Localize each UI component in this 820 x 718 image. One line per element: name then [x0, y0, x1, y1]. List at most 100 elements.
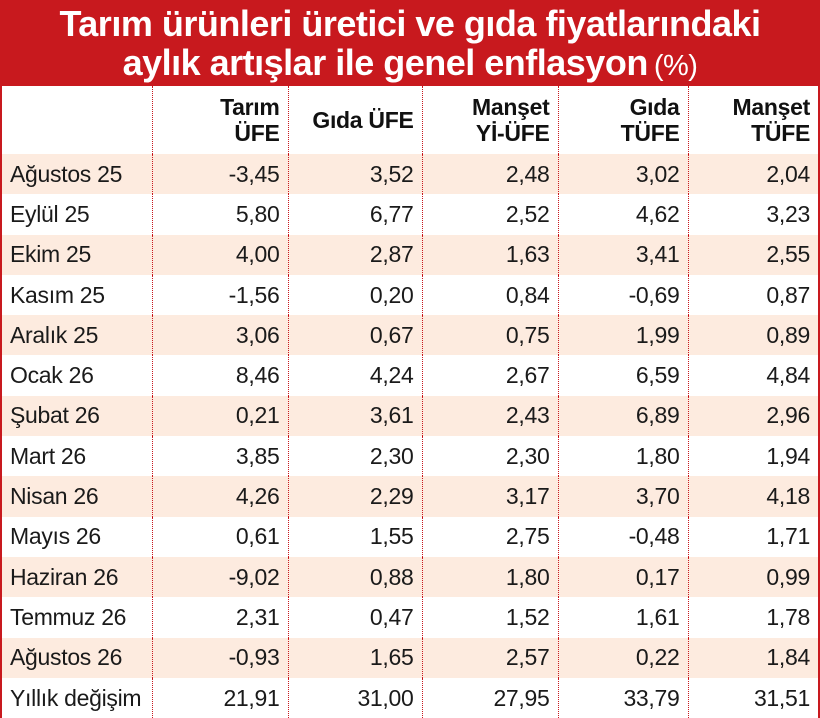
value-cell: 3,61	[287, 395, 422, 437]
value-cell: -9,02	[151, 556, 288, 598]
row-label: Ağustos 26	[2, 637, 152, 678]
value-cell: 3,70	[557, 476, 688, 517]
value-cell: 1,52	[421, 597, 558, 638]
value-cell: 0,84	[421, 274, 558, 316]
value-cell: 6,59	[557, 355, 688, 396]
value-cell: 27,95	[421, 677, 558, 718]
value-cell: 3,41	[557, 234, 688, 275]
header-cell-label	[2, 86, 152, 154]
value-cell: 4,18	[687, 476, 818, 517]
row-label: Haziran 26	[2, 556, 152, 598]
value-cell: 1,63	[421, 234, 558, 275]
header-line: Gıda ÜFE	[312, 107, 414, 133]
value-cell: 2,57	[421, 637, 558, 678]
value-cell: 2,30	[287, 436, 422, 477]
value-cell: 0,20	[287, 274, 422, 316]
value-cell: 1,80	[421, 556, 558, 598]
value-cell: 3,17	[421, 476, 558, 517]
row-label: Şubat 26	[2, 395, 152, 437]
row-label: Mart 26	[2, 436, 152, 477]
value-cell: 2,30	[421, 436, 558, 477]
table-row: Temmuz 26 2,31 0,47 1,52 1,61 1,78	[2, 597, 818, 638]
value-cell: 2,04	[687, 154, 818, 195]
value-cell: 3,02	[557, 154, 688, 195]
table-row: Yıllık değişim 21,91 31,00 27,95 33,79 31,51	[2, 677, 818, 718]
value-cell: -3,45	[151, 154, 288, 195]
value-cell: 31,00	[287, 677, 422, 718]
value-cell: 0,17	[557, 556, 688, 598]
table-body: Ağustos 25 -3,45 3,52 2,48 3,02 2,04 Eylül 25 5…	[2, 154, 818, 718]
header-cell-tarim-ufe: Tarım ÜFE	[151, 86, 288, 154]
header-line: Tarım	[220, 94, 280, 120]
table-row: Aralık 25 3,06 0,67 0,75 1,99 0,89	[2, 315, 818, 356]
value-cell: 4,00	[151, 234, 288, 275]
value-cell: 0,47	[287, 597, 422, 638]
row-label: Yıllık değişim	[2, 677, 152, 718]
row-label: Eylül 25	[2, 194, 152, 235]
inflation-table: Tarım ÜFE Gıda ÜFE Manşet Yİ-ÜFE Gıda TÜ…	[2, 86, 818, 718]
value-cell: -0,48	[557, 516, 688, 557]
value-cell: 6,77	[287, 194, 422, 235]
value-cell: 6,89	[557, 395, 688, 437]
table-row: Mart 26 3,85 2,30 2,30 1,80 1,94	[2, 436, 818, 477]
value-cell: 2,48	[421, 154, 558, 195]
table-header: Tarım ÜFE Gıda ÜFE Manşet Yİ-ÜFE Gıda TÜ…	[2, 86, 818, 154]
value-cell: 2,52	[421, 194, 558, 235]
header-line: ÜFE	[234, 120, 280, 146]
value-cell: 1,61	[557, 597, 688, 638]
value-cell: -1,56	[151, 274, 288, 316]
header-line: TÜFE	[751, 120, 810, 146]
value-cell: 4,24	[287, 355, 422, 396]
value-cell: 3,85	[151, 436, 288, 477]
title-line-2-text: aylık artışlar ile genel enflasyon	[122, 42, 649, 83]
value-cell: 0,88	[287, 556, 422, 598]
header-row: Tarım ÜFE Gıda ÜFE Manşet Yİ-ÜFE Gıda TÜ…	[2, 86, 818, 154]
title-line-1: Tarım ürünleri üretici ve gıda fiyatları…	[59, 3, 761, 44]
table-row: Kasım 25 -1,56 0,20 0,84 -0,69 0,87	[2, 274, 818, 316]
value-cell: 3,23	[687, 194, 818, 235]
value-cell: 2,96	[687, 395, 818, 437]
value-cell: 0,61	[151, 516, 288, 557]
title-band: Tarım ürünleri üretici ve gıda fiyatları…	[2, 0, 818, 86]
value-cell: 1,71	[687, 516, 818, 557]
value-cell: 8,46	[151, 355, 288, 396]
value-cell: 1,99	[557, 315, 688, 356]
table-row: Ağustos 25 -3,45 3,52 2,48 3,02 2,04	[2, 154, 818, 195]
row-label: Ekim 25	[2, 234, 152, 275]
header-cell-gida-ufe: Gıda ÜFE	[287, 86, 422, 154]
value-cell: 0,87	[687, 274, 818, 316]
value-cell: -0,69	[557, 274, 688, 316]
row-label: Ocak 26	[2, 355, 152, 396]
table-row: Eylül 25 5,80 6,77 2,52 4,62 3,23	[2, 194, 818, 235]
table-row: Şubat 26 0,21 3,61 2,43 6,89 2,96	[2, 395, 818, 437]
value-cell: 0,22	[557, 637, 688, 678]
value-cell: 0,89	[687, 315, 818, 356]
header-line: Gıda	[629, 94, 680, 120]
value-cell: 0,67	[287, 315, 422, 356]
header-cell-manset-tufe: Manşet TÜFE	[687, 86, 818, 154]
value-cell: 2,87	[287, 234, 422, 275]
value-cell: 1,78	[687, 597, 818, 638]
value-cell: 4,62	[557, 194, 688, 235]
value-cell: 1,84	[687, 637, 818, 678]
table-row: Ocak 26 8,46 4,24 2,67 6,59 4,84	[2, 355, 818, 396]
header-line: TÜFE	[620, 120, 680, 146]
row-label: Aralık 25	[2, 315, 152, 356]
value-cell: 1,94	[687, 436, 818, 477]
value-cell: 31,51	[687, 677, 818, 718]
value-cell: 1,55	[287, 516, 422, 557]
table-row: Haziran 26 -9,02 0,88 1,80 0,17 0,99	[2, 556, 818, 598]
value-cell: 4,84	[687, 355, 818, 396]
table-row: Ekim 25 4,00 2,87 1,63 3,41 2,55	[2, 234, 818, 275]
value-cell: 5,80	[151, 194, 288, 235]
value-cell: 3,06	[151, 315, 288, 356]
row-label: Temmuz 26	[2, 597, 152, 638]
value-cell: 2,43	[421, 395, 558, 437]
value-cell: 2,31	[151, 597, 288, 638]
value-cell: 0,21	[151, 395, 288, 437]
header-line: Manşet	[472, 94, 550, 120]
value-cell: 1,65	[287, 637, 422, 678]
value-cell: 3,52	[287, 154, 422, 195]
table-row: Ağustos 26 -0,93 1,65 2,57 0,22 1,84	[2, 637, 818, 678]
